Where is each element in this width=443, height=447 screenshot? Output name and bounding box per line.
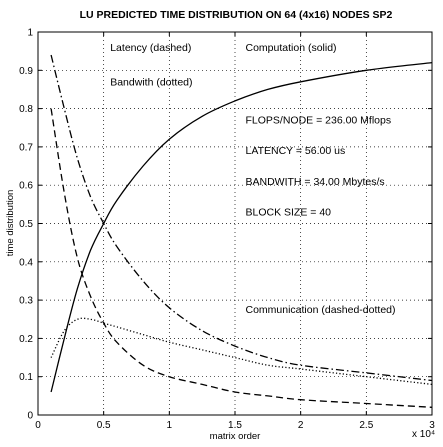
annotations: Latency (dashed) Computation (solid) Bandw… bbox=[110, 42, 395, 316]
annotation-text: FLOPS/NODE = 236.00 Mflops bbox=[246, 115, 392, 127]
annotation-text: Computation (solid) bbox=[246, 42, 337, 54]
y-tick-label: 0.9 bbox=[19, 66, 33, 77]
y-tick-label: 0.7 bbox=[19, 142, 33, 153]
annotation-text: Latency (dashed) bbox=[110, 42, 191, 54]
x-tick-labels: 0 0.5 1 1.5 2 2.5 3 bbox=[35, 420, 435, 431]
x-tick-label: 2 bbox=[298, 420, 304, 431]
y-tick-label: 0.2 bbox=[19, 334, 33, 345]
x-tick-label: 1 bbox=[167, 420, 173, 431]
x-tick-label: 3 bbox=[429, 420, 435, 431]
ticks bbox=[37, 31, 433, 416]
y-tick-label: 0.1 bbox=[19, 372, 33, 383]
y-tick-label: 0.6 bbox=[19, 181, 33, 192]
annotation-text: BANDWITH = 34.00 Mbytes/s bbox=[246, 176, 385, 188]
y-axis-label: time distribution bbox=[5, 190, 16, 257]
x-tick-label: 0 bbox=[35, 420, 41, 431]
annotation-text: Communication (dashed-dotted) bbox=[246, 304, 396, 316]
annotation-text: Bandwith (dotted) bbox=[110, 76, 192, 88]
y-tick-label: 0.3 bbox=[19, 296, 33, 307]
x-tick-label: 1.5 bbox=[228, 420, 242, 431]
series-line-dashdot bbox=[50, 54, 433, 382]
y-tick-labels: 0 0.1 0.2 0.3 0.4 0.5 0.6 0.7 0.8 0.9 1 bbox=[19, 28, 33, 422]
x-tick-label: 0.5 bbox=[97, 420, 111, 431]
x-axis-label: matrix order bbox=[210, 431, 261, 442]
x-tick-label: 2.5 bbox=[359, 420, 373, 431]
y-tick-label: 0.5 bbox=[19, 219, 33, 230]
y-tick-label: 1 bbox=[27, 28, 33, 39]
annotation-text: LATENCY = 56.00 us bbox=[246, 145, 346, 157]
chart-title: LU PREDICTED TIME DISTRIBUTION ON 64 (4x… bbox=[80, 9, 393, 21]
y-tick-label: 0 bbox=[27, 411, 33, 422]
series-line-dashed bbox=[50, 108, 433, 408]
y-tick-label: 0.4 bbox=[19, 257, 33, 268]
series-group bbox=[50, 54, 433, 408]
y-tick-label: 0.8 bbox=[19, 104, 33, 115]
series-line-solid bbox=[50, 61, 433, 393]
annotation-text: BLOCK SIZE = 40 bbox=[246, 207, 332, 219]
x-axis-multiplier: x 10⁴ bbox=[412, 429, 435, 440]
